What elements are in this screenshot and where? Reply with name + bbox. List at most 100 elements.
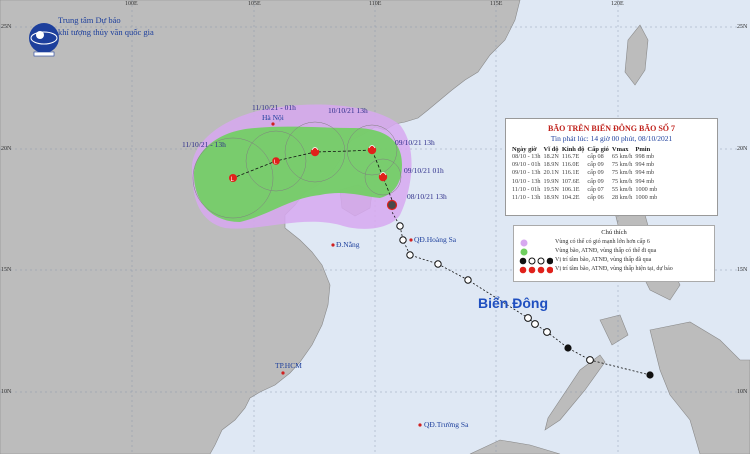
- forecast-label-09-01h: 09/10/21 01h: [404, 166, 444, 175]
- lon-tick-120e: 120E: [611, 1, 624, 7]
- col-vmax: Vmax: [611, 146, 629, 153]
- cell: 65 km/h: [611, 153, 633, 160]
- label-truong-sa: QĐ.Trường Sa: [424, 420, 469, 429]
- legend-item-label: Vùng bão, ATNĐ, vùng thấp có thể đi qua: [555, 248, 657, 254]
- table-row: 11/10 - 01h 19.5N 106.1E cấp 07 55 km/h 1000 …: [512, 186, 660, 194]
- forecast-label-10-13h: 10/10/21 13h: [328, 106, 368, 115]
- cell: 994 mb: [635, 161, 655, 169]
- label-danang: Đ.Nẵng: [336, 240, 360, 249]
- taiwan-island: [624, 24, 649, 86]
- lat-tick-right-25n: 25N: [737, 24, 748, 30]
- track-cone: [194, 126, 402, 222]
- legend-item-past-positions: Vị trí tâm bão, ATNĐ, vùng thấp đã qua: [519, 257, 652, 265]
- legend-item-label: Vị trí tâm bão, ATNĐ, vùng thấp đã qua: [555, 257, 652, 263]
- cell: 994 mb: [635, 177, 655, 185]
- cell: 75 km/h: [611, 177, 633, 185]
- label-hanoi: Hà Nội: [262, 113, 284, 122]
- cell: 11/10 - 01h: [512, 185, 541, 193]
- svg-text:L: L: [231, 177, 235, 183]
- cell: 116.7E: [561, 153, 580, 160]
- agency-line-1: Trung tâm Dự báo: [58, 15, 121, 25]
- cell: 11/10 - 13h: [512, 194, 541, 202]
- legend-title: Chú thích: [601, 229, 627, 236]
- cell: 19.5N: [543, 185, 559, 193]
- palawan-island: [544, 354, 606, 431]
- cell: 55 km/h: [611, 185, 633, 193]
- table-row: 08/10 - 13h 18.2N 116.7E cấp 08 65 km/h 998 m…: [512, 153, 660, 161]
- cell: 09/10 - 01h: [512, 161, 541, 169]
- cell: 107.6E: [561, 177, 580, 185]
- col-pmin: Pmin: [635, 146, 651, 153]
- cell: cấp 07: [587, 185, 604, 193]
- lat-tick-left-20n: 20N: [1, 146, 12, 152]
- forecast-label-11-13h: 11/10/21 - 13h: [182, 140, 226, 149]
- legend-item-label: Vị trí tâm bão, ATNĐ, vùng thấp hiện tại…: [555, 266, 673, 272]
- legend-item-wind-zone: Vùng có thể có gió mạnh lớn hơn cấp 6: [519, 239, 650, 247]
- forecast-label-09-13h: 09/10/21 13h: [395, 138, 435, 147]
- label-tphcm: TP.HCM: [275, 361, 302, 370]
- lat-tick-left-15n: 15N: [1, 267, 12, 273]
- col-lon: Kinh độ: [561, 146, 585, 153]
- legend-item-track-cone: Vùng bão, ATNĐ, vùng thấp có thể đi qua: [519, 248, 657, 256]
- cell: 106.1E: [561, 185, 580, 193]
- table-row: 09/10 - 01h 18.9N 116.0E cấp 09 75 km/h 994 m…: [512, 161, 660, 169]
- table-row: 10/10 - 13h 19.9N 107.6E cấp 09 75 km/h 994 m…: [512, 178, 660, 186]
- cell: 09/10 - 13h: [512, 169, 541, 177]
- label-bien-dong: Biển Đông: [478, 295, 548, 311]
- lat-tick-left-10n: 10N: [1, 389, 12, 395]
- label-hoang-sa: QĐ.Hoàng Sa: [414, 235, 457, 244]
- legend-item-label: Vùng có thể có gió mạnh lớn hơn cấp 6: [555, 239, 650, 245]
- cell: 116.0E: [561, 161, 580, 169]
- cell: cấp 09: [587, 169, 604, 177]
- cell: 18.9N: [543, 194, 559, 202]
- svg-text:L: L: [274, 160, 277, 166]
- city-markers: [271, 122, 422, 427]
- cell: 75 km/h: [611, 169, 633, 177]
- table-row: 09/10 - 13h 20.1N 116.1E cấp 09 75 km/h 994 m…: [512, 169, 660, 177]
- lat-tick-right-20n: 20N: [737, 146, 748, 152]
- cell: cấp 09: [587, 177, 604, 185]
- lat-tick-right-10n: 10N: [737, 389, 748, 395]
- cell: 20.1N: [543, 169, 559, 177]
- cell: 10/10 - 13h: [512, 177, 541, 185]
- cell: 104.2E: [561, 194, 580, 202]
- cell: 18.9N: [543, 161, 559, 169]
- agency-logo: [29, 23, 59, 57]
- cell: 994 mb: [635, 169, 655, 177]
- info-title: BÃO TRÊN BIỂN ĐÔNG BÃO SỐ 7: [548, 124, 675, 133]
- info-subtitle: Tin phát lúc: 14 giờ 00 phút, 08/10/2021: [550, 134, 673, 143]
- lat-tick-left-25n: 25N: [1, 24, 12, 30]
- lon-tick-100e: 100E: [125, 1, 138, 7]
- cell: 75 km/h: [611, 161, 633, 169]
- forecast-label-08-13h: 08/10/21 13h: [407, 192, 447, 201]
- lon-tick-110e: 110E: [369, 1, 382, 7]
- map-legend: Chú thích Vùng có thể có gió mạnh lớn hơ…: [513, 225, 715, 282]
- cell: 08/10 - 13h: [512, 153, 541, 160]
- cell: 19.9N: [543, 177, 559, 185]
- forecast-circles: [192, 121, 402, 219]
- col-lat: Vĩ độ: [543, 146, 559, 153]
- visayas-islands: [599, 314, 750, 454]
- legend-item-forecast-positions: Vị trí tâm bão, ATNĐ, vùng thấp hiện tại…: [519, 266, 673, 274]
- cell: 1000 mb: [635, 185, 658, 193]
- cell: 18.2N: [543, 153, 559, 160]
- storm-table: Ngày giờ Vĩ độ Kinh độ Cấp gió Vmax Pmin…: [512, 146, 660, 202]
- cell: cấp 09: [587, 161, 604, 169]
- cell: 1000 mb: [635, 194, 658, 202]
- agency-line-2: khí tượng thủy văn quốc gia: [58, 27, 154, 37]
- lon-tick-115e: 115E: [490, 1, 503, 7]
- lon-tick-105e: 105E: [248, 1, 261, 7]
- cell: cấp 06: [587, 194, 604, 202]
- cell: cấp 08: [587, 153, 604, 160]
- col-wind-level: Cấp gió: [587, 146, 609, 153]
- table-row: 11/10 - 13h 18.9N 104.2E cấp 06 28 km/h 1000 …: [512, 194, 660, 202]
- forecast-label-11-01h: 11/10/21 - 01h: [252, 103, 296, 112]
- past-track-line: [391, 211, 651, 376]
- lat-tick-right-15n: 15N: [737, 267, 748, 273]
- agency-name: Trung tâm Dự báo khí tượng thủy văn quốc…: [58, 14, 154, 38]
- forecast-markers: L L: [229, 145, 398, 211]
- storm-info-panel: BÃO TRÊN BIỂN ĐÔNG BÃO SỐ 7 Tin phát lúc…: [505, 118, 718, 216]
- past-track-markers: [396, 222, 654, 379]
- cell: 28 km/h: [611, 194, 633, 202]
